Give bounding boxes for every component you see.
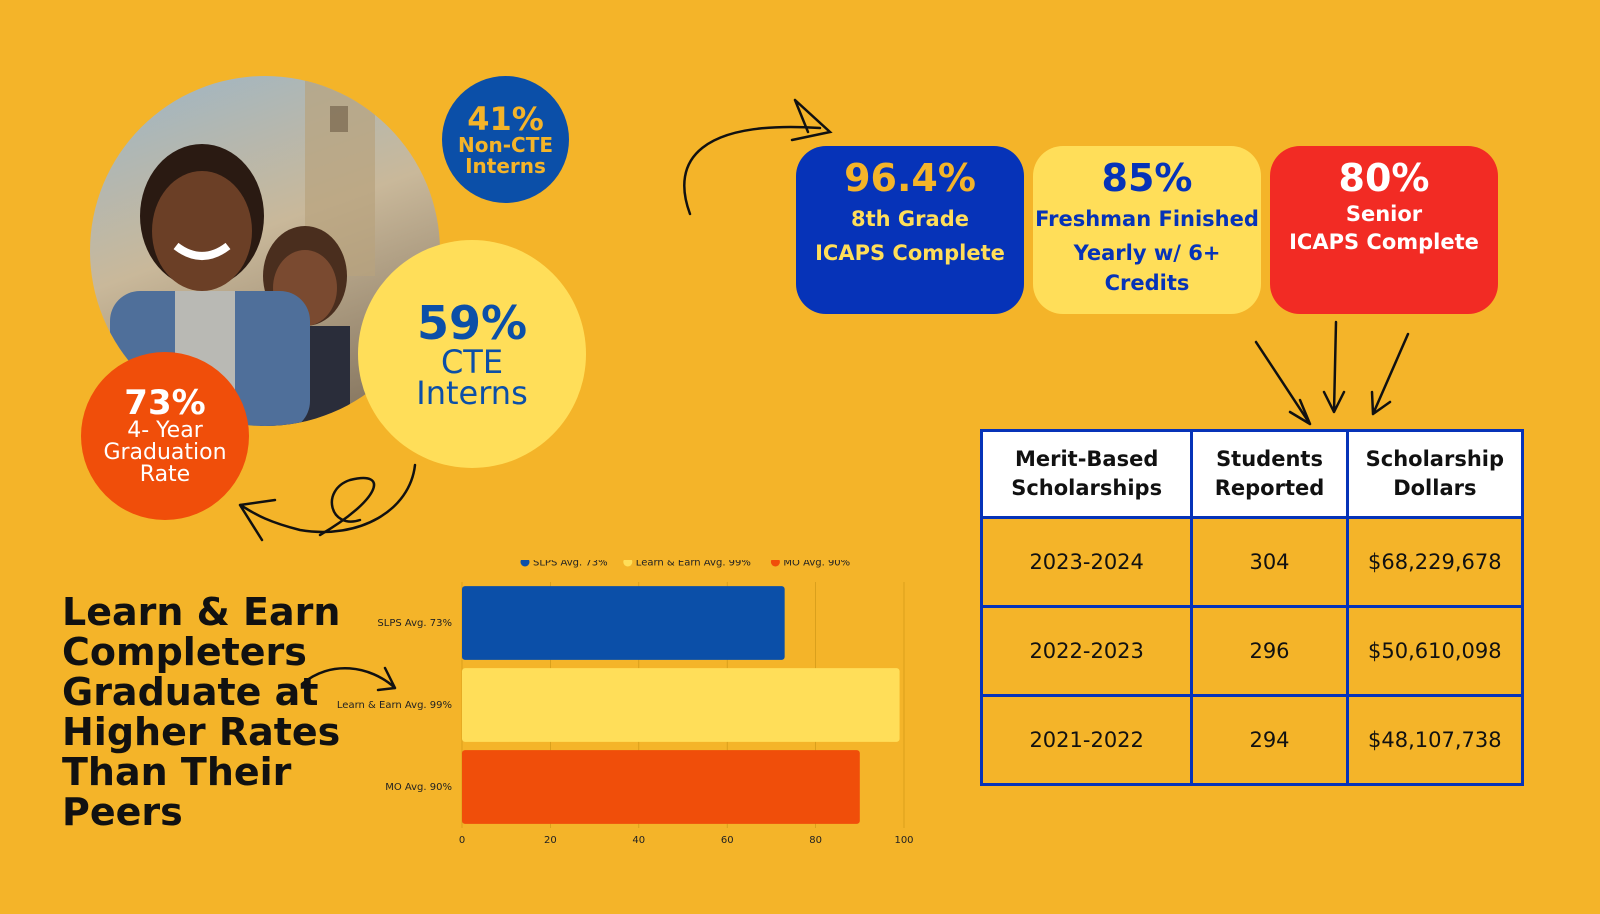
x-tick-label: 100 — [894, 835, 913, 846]
cte-interns-stat: 59% CTE Interns — [358, 240, 586, 468]
table-row: 2021-2022 294 $48,107,738 — [979, 694, 1525, 786]
curved-arrow-to-grad — [238, 463, 417, 542]
loop-icon — [318, 476, 376, 537]
x-tick-label: 0 — [459, 835, 465, 846]
legend-label: MO Avg. 90% — [783, 560, 850, 569]
x-tick-label: 60 — [721, 835, 734, 846]
stat-card-8th-grade: 96.4% 8th Grade ICAPS Complete — [796, 146, 1024, 314]
stat-value: 41% — [467, 99, 544, 138]
legend-marker — [520, 560, 530, 567]
bar — [462, 750, 860, 824]
arrowhead-icon — [790, 98, 833, 142]
stat-card-senior: 80% Senior ICAPS Complete — [1270, 146, 1498, 314]
graduation-bar-chart: 0 20 40 60 80 100 SLPS Avg. 73% Learn & Earn Av… — [337, 560, 914, 846]
legend-marker — [770, 560, 780, 567]
card-label: Freshman Finished — [1035, 207, 1259, 231]
legend-marker — [623, 560, 633, 567]
category-label: Learn & Earn Avg. 99% — [337, 700, 452, 711]
table-cell: 2021-2022 — [979, 694, 1194, 786]
stat-label: Interns — [465, 153, 546, 178]
card-value: 85% — [1101, 156, 1193, 200]
card-value: 80% — [1338, 156, 1430, 200]
card-label: ICAPS Complete — [1289, 230, 1479, 254]
bar — [462, 668, 900, 742]
table-cell: 2023-2024 — [979, 516, 1194, 608]
scholarship-table: Merit-Based Scholarships Students Report… — [979, 429, 1525, 786]
table-cell: $68,229,678 — [1345, 516, 1525, 608]
category-label: SLPS Avg. 73% — [377, 618, 452, 629]
column-header: Scholarship Dollars — [1345, 429, 1525, 519]
table-row: 2023-2024 304 $68,229,678 — [979, 516, 1525, 608]
small-curved-arrow — [300, 666, 397, 692]
headline: Learn & Earn Completers Graduate at High… — [62, 590, 341, 834]
curved-arrow-to-cards — [683, 125, 822, 216]
x-tick-label: 40 — [632, 835, 645, 846]
legend-label: Learn & Earn Avg. 99% — [636, 560, 751, 569]
category-label: MO Avg. 90% — [385, 782, 452, 793]
table-header-row: Merit-Based Scholarships Students Report… — [979, 429, 1525, 519]
stat-label: CTE — [440, 343, 504, 381]
stat-label: Graduation — [103, 440, 227, 465]
table-row: 2022-2023 296 $50,610,098 — [979, 605, 1525, 697]
bar — [462, 586, 785, 660]
x-tick-label: 20 — [544, 835, 557, 846]
card-label: Yearly w/ 6+ Credits — [1073, 241, 1221, 295]
column-header: Merit-Based Scholarships — [979, 429, 1194, 519]
stat-card-freshman: 85% Freshman Finished Yearly w/ 6+ Credi… — [1033, 146, 1261, 314]
graduation-rate-stat: 73% 4- Year Graduation Rate — [81, 352, 249, 520]
x-tick-label: 80 — [809, 835, 822, 846]
table-cell: 296 — [1190, 605, 1349, 697]
stat-label: Interns — [416, 374, 528, 412]
table-cell: 304 — [1190, 516, 1349, 608]
stat-value: 59% — [416, 296, 528, 350]
card-label: Senior — [1345, 202, 1423, 226]
stat-label: 4- Year — [127, 418, 203, 443]
stat-label: Rate — [139, 462, 191, 487]
column-header: Students Reported — [1190, 429, 1349, 519]
card-value: 96.4% — [844, 156, 976, 200]
stat-value: 73% — [124, 383, 206, 423]
table-cell: 2022-2023 — [979, 605, 1194, 697]
card-label: ICAPS Complete — [815, 241, 1005, 265]
down-arrow-icon — [1370, 332, 1410, 416]
non-cte-interns-stat: 41% Non-CTE Interns — [442, 76, 569, 203]
table-cell: $48,107,738 — [1345, 694, 1525, 786]
legend-label: SLPS Avg. 73% — [533, 560, 608, 569]
down-arrow-icon — [1322, 320, 1346, 414]
stat-label: Non-CTE — [458, 132, 553, 157]
card-label: 8th Grade — [851, 207, 969, 231]
down-arrow-icon — [1254, 340, 1312, 426]
table-cell: $50,610,098 — [1345, 605, 1525, 697]
table-cell: 294 — [1190, 694, 1349, 786]
